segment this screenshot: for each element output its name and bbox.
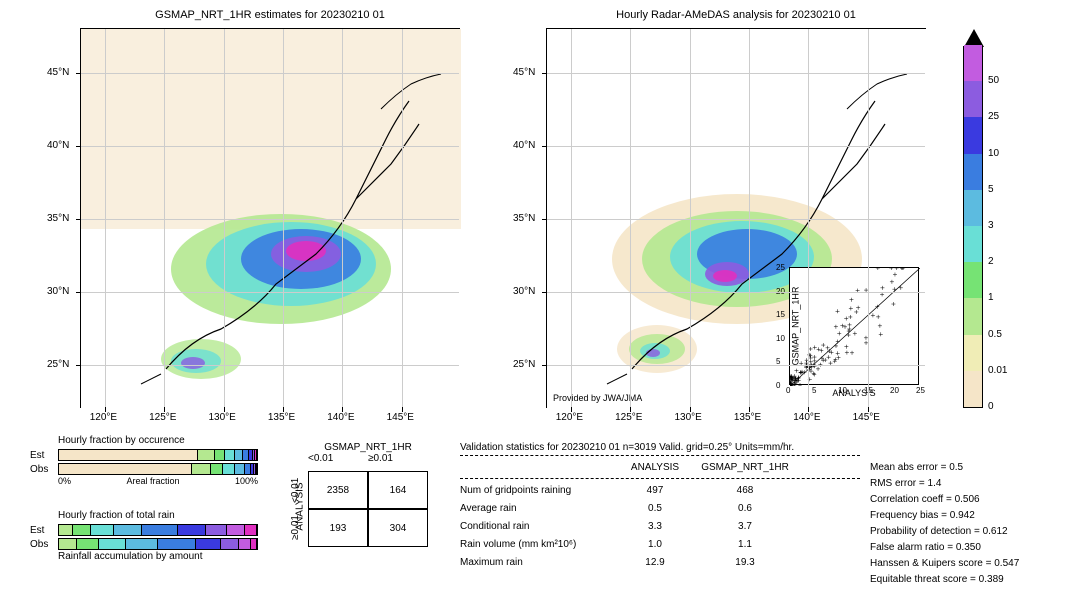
colorbar-label: 3 [988, 220, 994, 231]
stats-row: Average rain0.50.6 [460, 499, 860, 517]
colorbar-label: 2 [988, 256, 994, 267]
colorbar-label: 5 [988, 184, 994, 195]
stats-col-gsmap: GSMAP_NRT_1HR [700, 462, 790, 473]
cont-cell-01: 164 [368, 471, 428, 509]
stats-row: Maximum rain12.919.3 [460, 553, 860, 571]
metric-line: Probability of detection = 0.612 [870, 526, 1019, 537]
colorbar-label: 10 [988, 148, 999, 159]
right-map-title: Hourly Radar-AMeDAS analysis for 2023021… [546, 9, 926, 21]
colorbar-label: 25 [988, 111, 999, 122]
ytick-label: 45°N [47, 67, 69, 78]
colorbar-label: 0.5 [988, 329, 1002, 340]
cont-cell-10: 193 [308, 509, 368, 547]
colorbar-label: 50 [988, 75, 999, 86]
stats-col-analysis: ANALYSIS [610, 462, 700, 473]
scatter-ylabel: GSMAP_NRT_1HR [790, 287, 800, 366]
left-map-title: GSMAP_NRT_1HR estimates for 20230210 01 [80, 9, 460, 21]
metric-line: Mean abs error = 0.5 [870, 462, 1019, 473]
cont-row-0: <0.01 [290, 471, 308, 509]
frac-bar [58, 538, 258, 550]
colorbar-segment [964, 117, 982, 153]
metric-line: Frequency bias = 0.942 [870, 510, 1019, 521]
frac-row-label: Est [30, 450, 58, 461]
colorbar-segment [964, 298, 982, 334]
colorbar: 00.010.51235102550 [963, 46, 983, 408]
ytick-label: 30°N [513, 286, 535, 297]
xtick-label: 135°E [268, 412, 295, 423]
metric-line: Equitable threat score = 0.389 [870, 574, 1019, 585]
stats-table: Validation statistics for 20230210 01 n=… [460, 442, 860, 571]
contingency-title: GSMAP_NRT_1HR [308, 442, 428, 453]
colorbar-segment [964, 226, 982, 262]
colorbar-segment [964, 262, 982, 298]
frac-subtitle: Rainfall accumulation by amount [58, 551, 258, 562]
xtick-label: 145°E [387, 412, 414, 423]
frac-bar [58, 449, 258, 461]
xtick-label: 130°E [209, 412, 236, 423]
colorbar-label: 1 [988, 292, 994, 303]
fraction-occurrence: Hourly fraction by occurence EstObs0%Are… [30, 435, 258, 486]
xtick-label: 135°E [734, 412, 761, 423]
colorbar-segment [964, 45, 982, 81]
frac-row-label: Obs [30, 539, 58, 550]
xtick-label: 140°E [793, 412, 820, 423]
xtick-label: 130°E [675, 412, 702, 423]
ytick-label: 40°N [47, 140, 69, 151]
stats-row: Conditional rain3.33.7 [460, 517, 860, 535]
stats-title: Validation statistics for 20230210 01 n=… [460, 442, 860, 453]
ytick-label: 35°N [513, 213, 535, 224]
ytick-label: 35°N [47, 213, 69, 224]
metric-line: RMS error = 1.4 [870, 478, 1019, 489]
colorbar-label: 0.01 [988, 365, 1007, 376]
colorbar-segment [964, 335, 982, 371]
ytick-label: 25°N [47, 359, 69, 370]
xtick-label: 125°E [615, 412, 642, 423]
colorbar-segment [964, 371, 982, 407]
frac-row-label: Obs [30, 464, 58, 475]
frac-bar [58, 524, 258, 536]
stats-row: Num of gridpoints raining497468 [460, 481, 860, 499]
xtick-label: 140°E [327, 412, 354, 423]
fraction-rain: Hourly fraction of total rain Est ObsRain… [30, 510, 258, 564]
ytick-label: 30°N [47, 286, 69, 297]
metrics: Mean abs error = 0.5 RMS error = 1.4 Corre… [870, 462, 1019, 590]
xtick-label: 120°E [90, 412, 117, 423]
cont-col-0: <0.01 [308, 453, 368, 471]
cont-cell-00: 2358 [308, 471, 368, 509]
colorbar-segment [964, 154, 982, 190]
xtick-label: 120°E [556, 412, 583, 423]
frac-row-label: Est [30, 525, 58, 536]
left-map: 120°E125°E130°E135°E140°E145°E25°N30°N35… [80, 28, 460, 408]
cont-col-1: ≥0.01 [368, 453, 428, 471]
ytick-label: 45°N [513, 67, 535, 78]
metric-line: Correlation coeff = 0.506 [870, 494, 1019, 505]
ytick-label: 25°N [513, 359, 535, 370]
colorbar-segment [964, 81, 982, 117]
colorbar-segment [964, 190, 982, 226]
right-map: Provided by JWA/JMA ANALYSIS GSMAP_NRT_1… [546, 28, 926, 408]
fraction-occurrence-title: Hourly fraction by occurence [58, 435, 258, 446]
provided-label: Provided by JWA/JMA [553, 393, 642, 403]
cont-row-1: ≥0.01 [290, 509, 308, 547]
colorbar-label: 0 [988, 401, 994, 412]
ytick-label: 40°N [513, 140, 535, 151]
frac-bar [58, 463, 258, 475]
fraction-rain-title: Hourly fraction of total rain [58, 510, 258, 521]
metric-line: Hanssen & Kuipers score = 0.547 [870, 558, 1019, 569]
cont-cell-11: 304 [368, 509, 428, 547]
contingency-table: GSMAP_NRT_1HR ANALYSIS <0.01 ≥0.01 <0.01… [290, 442, 428, 547]
stats-row: Rain volume (mm km²10⁶)1.01.1 [460, 535, 860, 553]
xtick-label: 145°E [853, 412, 880, 423]
metric-line: False alarm ratio = 0.350 [870, 542, 1019, 553]
xtick-label: 125°E [149, 412, 176, 423]
